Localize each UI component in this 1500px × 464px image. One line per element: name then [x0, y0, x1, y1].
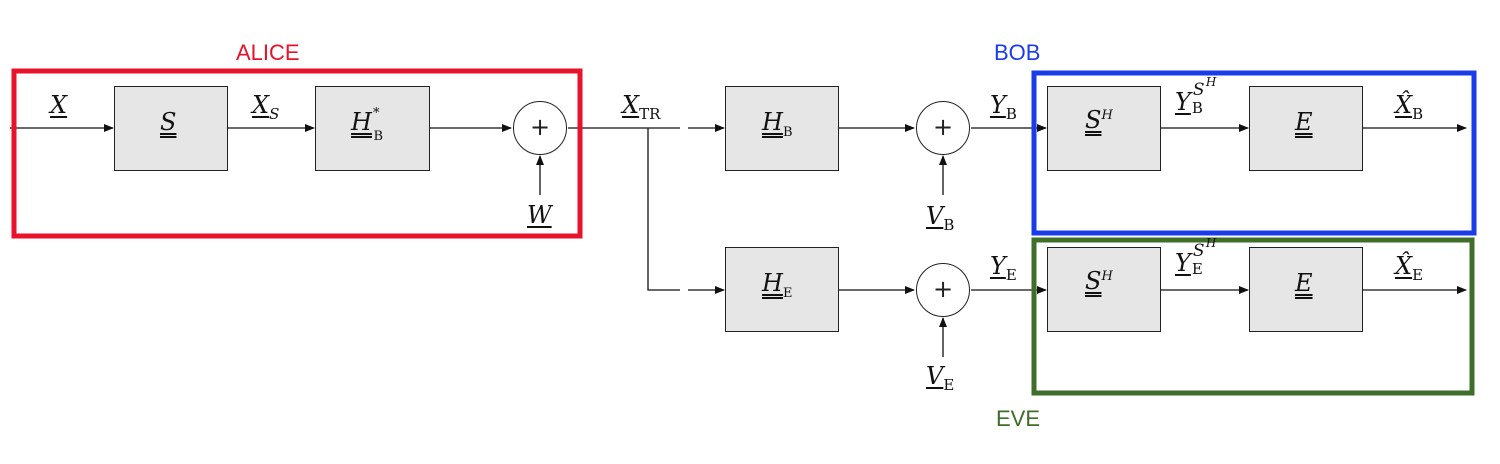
summer-bob: + — [916, 101, 970, 155]
alice-frame — [11, 68, 583, 239]
block-h-e-label: HE — [762, 269, 793, 301]
block-h-b-label: HB — [762, 108, 793, 140]
block-s-h-bob — [1047, 86, 1161, 171]
eve-frame — [1031, 237, 1475, 396]
bob-frame — [1031, 70, 1477, 236]
block-e-bob-label: E — [1295, 108, 1313, 136]
signal-xhat-b: X̂B — [1395, 91, 1424, 123]
wire-branch — [647, 128, 680, 291]
signal-w: W — [527, 201, 552, 229]
block-e-eve-label: E — [1295, 269, 1313, 297]
summer-eve: + — [916, 263, 970, 317]
signal-x: X — [50, 91, 68, 119]
signal-x-tr: XTR — [622, 91, 661, 123]
block-h-b — [725, 86, 839, 171]
block-h-b-conj-label: H*B — [351, 106, 383, 144]
block-s — [114, 86, 228, 171]
signal-xhat-e: X̂E — [1395, 252, 1424, 284]
signal-v-e: VE — [926, 362, 955, 394]
signal-x-s: XS — [252, 91, 280, 123]
block-e-bob — [1249, 86, 1363, 171]
summer-alice: + — [513, 101, 567, 155]
signal-y-e-s: Y S H E — [1175, 236, 1217, 278]
block-h-b-conj — [315, 86, 430, 171]
block-s-h-eve — [1047, 247, 1161, 332]
alice-label: ALICE — [236, 40, 300, 65]
signal-y-b: YB — [990, 91, 1017, 123]
block-e-eve — [1249, 247, 1363, 332]
signal-y-b-s: Y S H B — [1175, 75, 1217, 117]
bob-label: BOB — [994, 40, 1041, 65]
eve-label: EVE — [996, 406, 1041, 431]
block-s-label: S — [160, 108, 177, 136]
block-s-h-eve-label: SH — [1085, 267, 1113, 295]
signal-v-b: VB — [926, 202, 955, 234]
signal-y-e: YE — [990, 252, 1017, 284]
block-h-e — [725, 247, 839, 332]
block-s-h-bob-label: SH — [1085, 106, 1113, 134]
